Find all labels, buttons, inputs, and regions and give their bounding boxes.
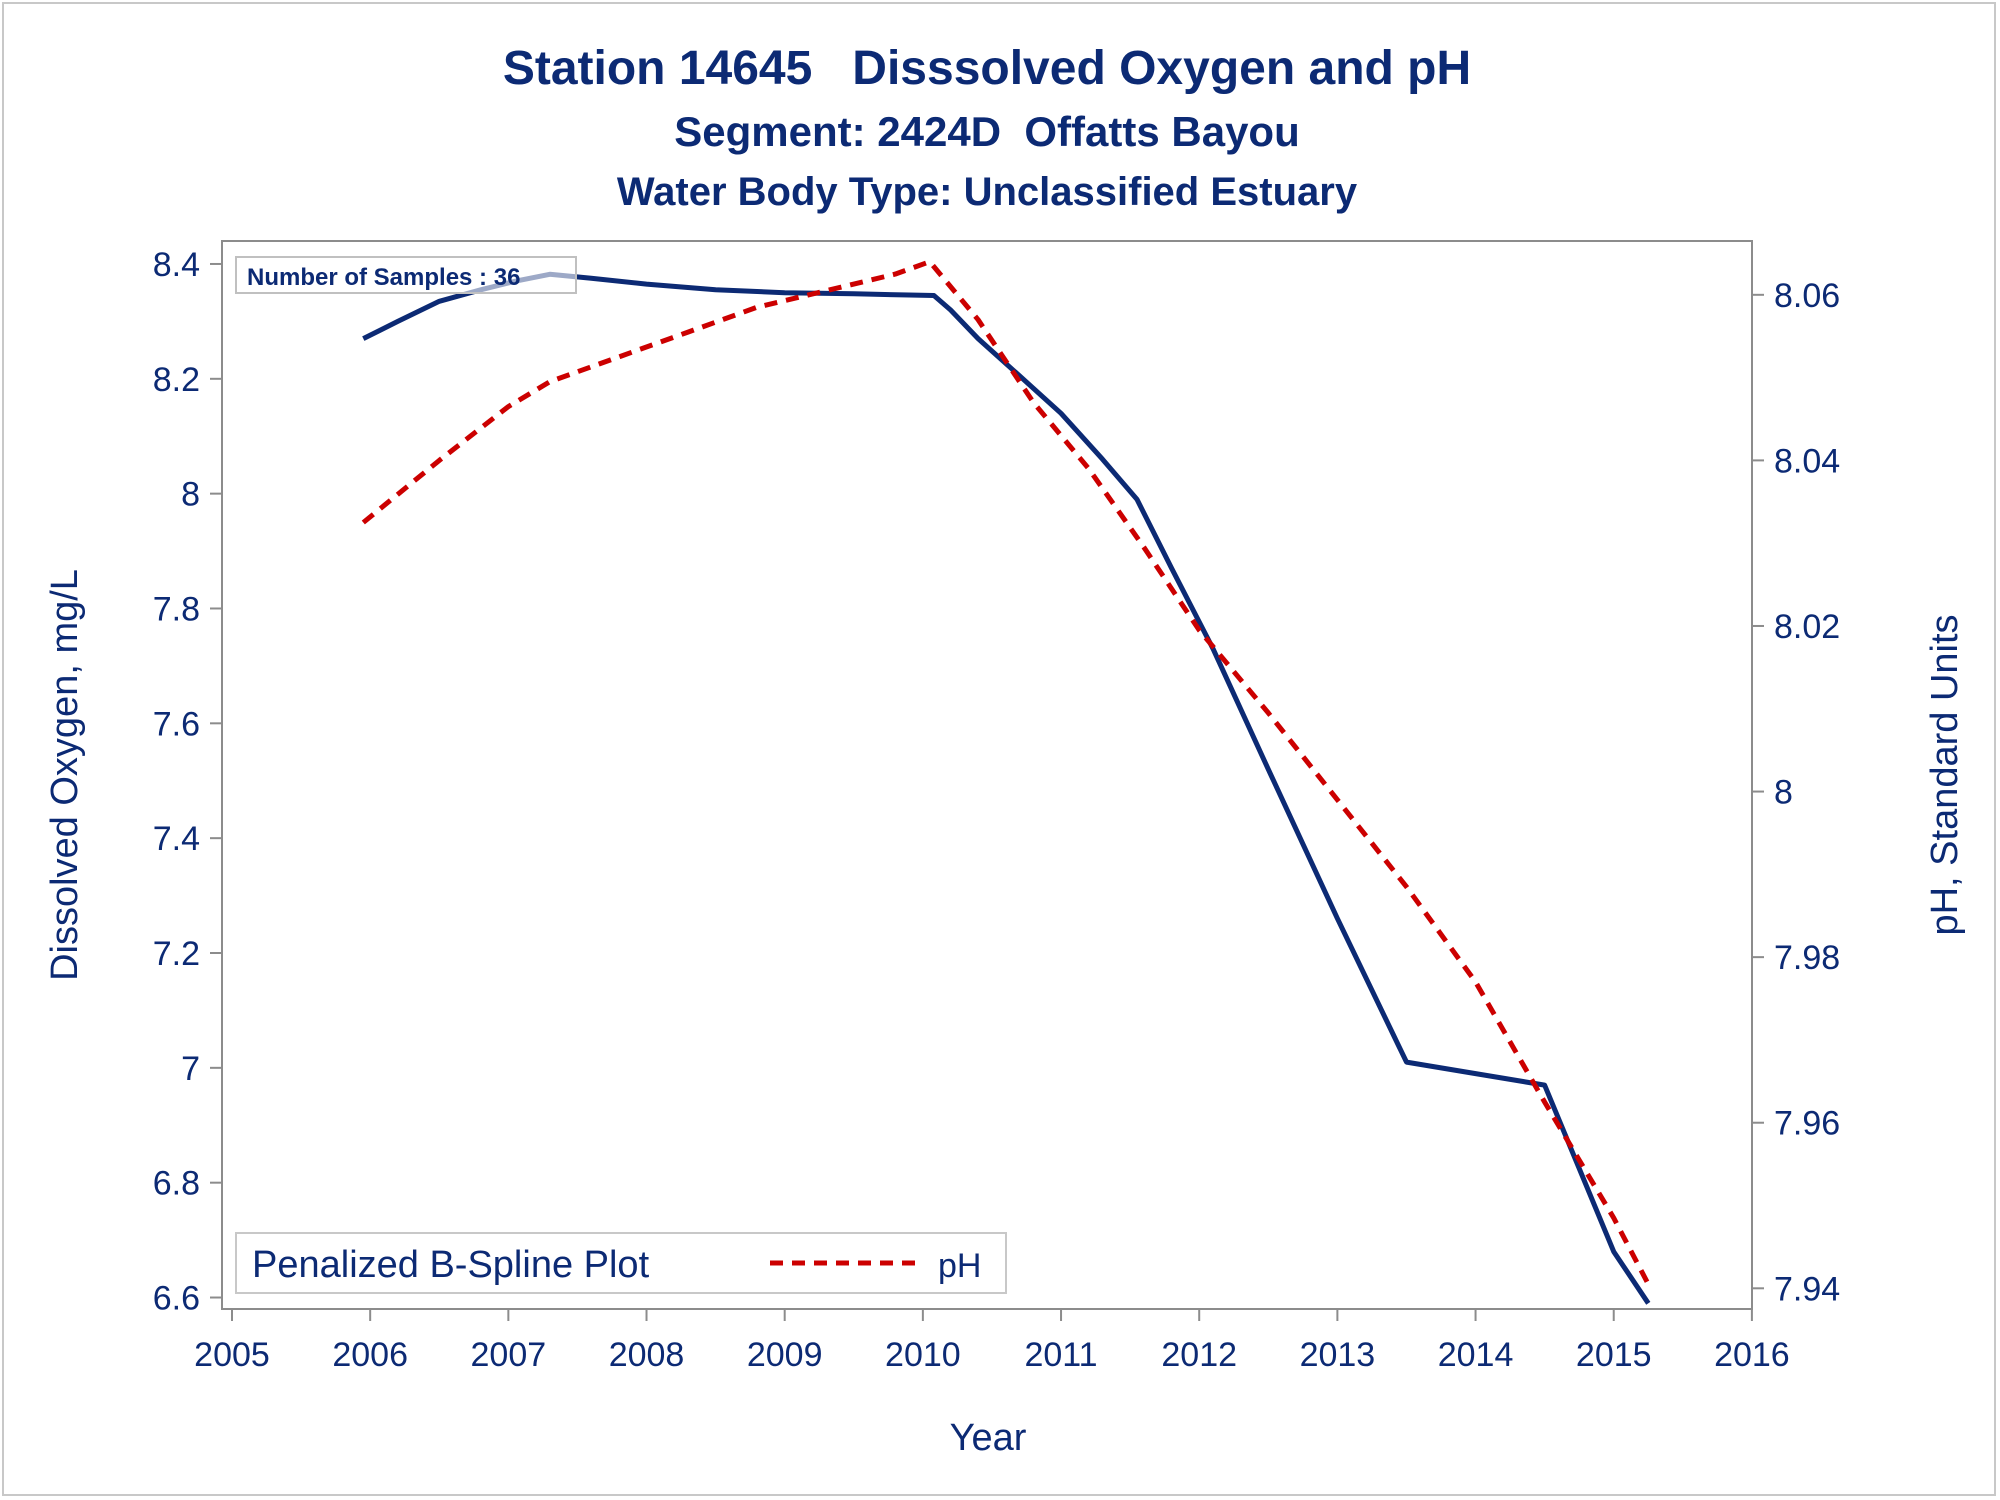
legend-box xyxy=(235,1232,1007,1294)
y-tick-label: 7 xyxy=(181,1050,200,1088)
x-tick-label: 2007 xyxy=(471,1336,547,1374)
series-layer xyxy=(361,259,1651,1305)
x-tick-label: 2005 xyxy=(194,1336,270,1374)
x-tick-label: 2006 xyxy=(332,1336,408,1374)
x-tick-label: 2009 xyxy=(747,1336,823,1374)
y-tick-label: 7.8 xyxy=(153,590,200,628)
x-tick-label: 2014 xyxy=(1438,1336,1514,1374)
ph-series-line xyxy=(361,259,1651,1286)
x-tick-label: 2013 xyxy=(1300,1336,1376,1374)
y-tick-label: 6.8 xyxy=(153,1165,200,1203)
y-tick-label: 8 xyxy=(181,476,200,514)
y-axis-left: 6.6 6.8 7 7.2 7.4 7.6 7.8 8 8.2 8.4 xyxy=(153,246,222,1318)
chart-title: Station 14645 Disssolved Oxygen and pH xyxy=(503,42,1471,95)
x-axis: 2005 2006 2007 2008 2009 2010 2011 2012 2013 2014… xyxy=(194,1309,1790,1374)
y2-tick-label: 8.06 xyxy=(1774,277,1840,315)
y2-tick-label: 7.94 xyxy=(1774,1270,1840,1308)
y-axis-label: Dissolved Oxygen, mg/L xyxy=(44,569,86,981)
y-tick-label: 8.2 xyxy=(153,361,200,399)
chart-subtitle-segment: Segment: 2424D Offatts Bayou xyxy=(674,108,1300,155)
samples-inset-box xyxy=(235,256,577,294)
y-tick-label: 7.4 xyxy=(153,820,200,858)
samples-inset-text: Number of Samples : 36 xyxy=(247,264,520,291)
y-tick-label: 7.2 xyxy=(153,935,200,973)
x-tick-label: 2011 xyxy=(1024,1336,1097,1374)
chart-subtitle-waterbody: Water Body Type: Unclassified Estuary xyxy=(617,170,1358,214)
y2-tick-label: 8.02 xyxy=(1774,608,1840,646)
x-tick-label: 2015 xyxy=(1576,1336,1652,1374)
x-axis-label: Year xyxy=(950,1417,1027,1459)
x-tick-label: 2008 xyxy=(609,1336,685,1374)
x-tick-label: 2016 xyxy=(1714,1336,1790,1374)
legend: Penalized B-Spline Plot pH xyxy=(235,1232,1007,1294)
y2-tick-label: 7.98 xyxy=(1774,939,1840,977)
dissolved-oxygen-series-line xyxy=(362,271,1651,1305)
y-tick-label: 7.6 xyxy=(153,705,200,743)
y-tick-label: 8.4 xyxy=(153,246,200,284)
legend-ph-label: pH xyxy=(938,1247,981,1285)
x-tick-label: 2012 xyxy=(1161,1336,1237,1374)
y-axis-right: 7.94 7.96 7.98 8 8.02 8.04 8.06 xyxy=(1752,277,1840,1308)
y2-tick-label: 7.96 xyxy=(1774,1105,1840,1143)
y-tick-label: 6.6 xyxy=(153,1280,200,1318)
samples-inset: Number of Samples : 36 xyxy=(235,256,577,294)
plot-area xyxy=(221,240,1753,1310)
x-tick-label: 2010 xyxy=(885,1336,961,1374)
legend-title: Penalized B-Spline Plot xyxy=(252,1244,650,1286)
y2-tick-label: 8 xyxy=(1774,774,1793,812)
y2-tick-label: 8.04 xyxy=(1774,442,1840,480)
y2-axis-label: pH, Standard Units xyxy=(1924,614,1966,935)
